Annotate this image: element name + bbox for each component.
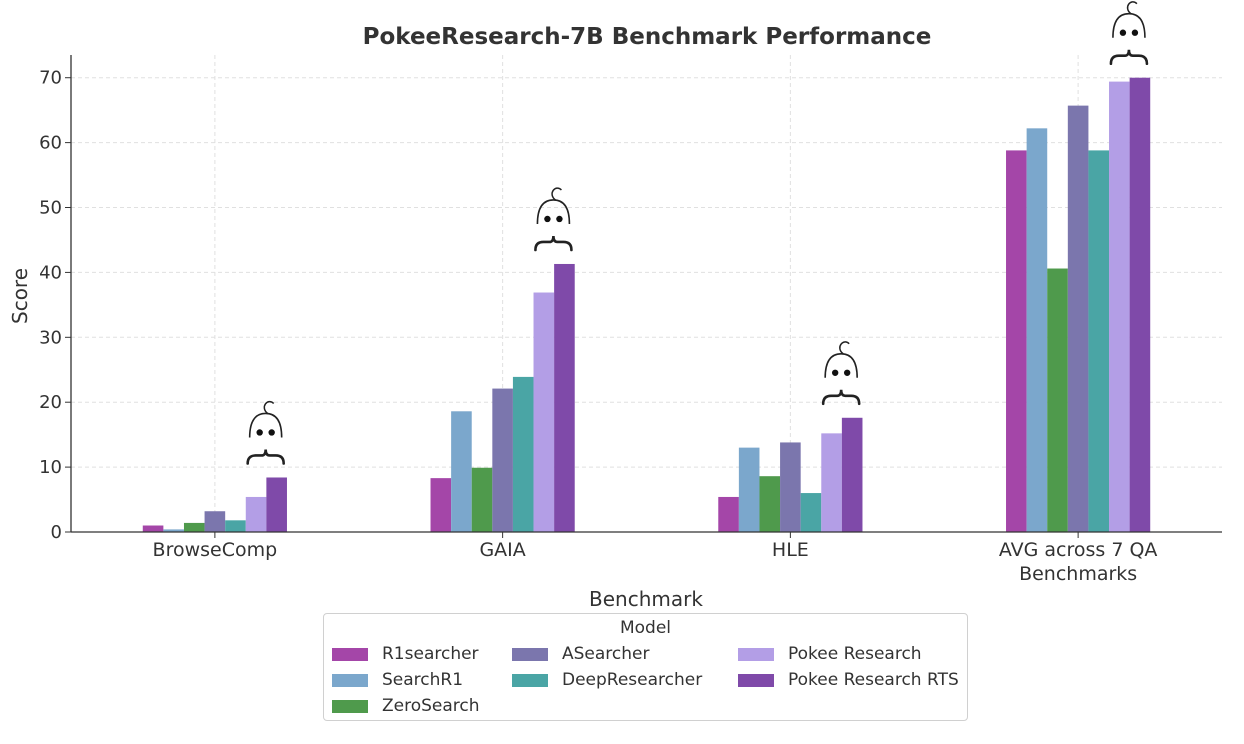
- axes: 0 10 20 30 40 50 60 70 BrowseComp GAIA HLE AVG acro…: [39, 55, 1222, 585]
- legend: Model R1searcher SearchR1 ZeroSearch ASearc…: [323, 613, 968, 721]
- bar: [841, 417, 863, 532]
- legend-label: Pokee Research: [788, 644, 922, 664]
- legend-label: ZeroSearch: [382, 696, 480, 716]
- bar: [142, 525, 164, 532]
- legend-item: ASearcher: [512, 643, 649, 665]
- legend-item: Pokee Research: [738, 643, 922, 665]
- baby-face-icon: [1109, 1, 1149, 66]
- bar: [225, 520, 246, 532]
- bar: [266, 477, 287, 532]
- baby-face-icon: [246, 400, 285, 465]
- y-tick-label: 30: [39, 327, 62, 348]
- y-tick-label: 40: [39, 262, 62, 283]
- bar: [800, 493, 822, 532]
- bar: [718, 496, 739, 532]
- legend-item: ZeroSearch: [332, 695, 480, 717]
- legend-swatch: [332, 647, 368, 661]
- y-tick-label: 20: [39, 392, 62, 413]
- legend-swatch: [512, 673, 548, 687]
- mascots: [246, 1, 1149, 465]
- legend-label: Pokee Research RTS: [788, 670, 959, 690]
- y-tick-label: 10: [39, 457, 62, 478]
- y-tick-label: 70: [39, 68, 62, 89]
- y-axis-label: Score: [8, 268, 32, 324]
- bar: [163, 529, 184, 532]
- bar: [1026, 128, 1048, 532]
- legend-label: SearchR1: [382, 670, 464, 690]
- legend-item: Pokee Research RTS: [738, 669, 959, 691]
- bar: [512, 376, 534, 532]
- legend-swatch: [738, 673, 774, 687]
- legend-label: ASearcher: [562, 644, 650, 664]
- bar: [245, 496, 267, 532]
- bar: [738, 447, 760, 532]
- bar: [821, 433, 842, 532]
- bar: [1047, 268, 1068, 532]
- x-tick-label: GAIA: [479, 539, 525, 561]
- legend-swatch: [332, 673, 368, 687]
- y-tick-label: 50: [39, 198, 62, 219]
- legend-item: R1searcher: [332, 643, 479, 665]
- y-tick-label: 0: [51, 522, 62, 543]
- y-tick-label: 60: [39, 133, 62, 154]
- bar: [1067, 105, 1089, 532]
- legend-swatch: [512, 647, 548, 661]
- bar: [533, 292, 555, 532]
- bar: [759, 476, 781, 532]
- x-tick-label: BrowseComp: [153, 539, 278, 561]
- bar: [780, 442, 801, 532]
- bar: [183, 522, 205, 532]
- bar: [430, 478, 452, 532]
- chart-title: PokeeResearch-7B Benchmark Performance: [363, 24, 932, 50]
- bar: [1006, 150, 1027, 532]
- legend-item: DeepResearcher: [512, 669, 702, 691]
- legend-swatch: [738, 647, 774, 661]
- legend-item: SearchR1: [332, 669, 463, 691]
- legend-swatch: [332, 699, 368, 713]
- x-tick-label: HLE: [772, 539, 809, 561]
- bar: [1088, 150, 1110, 532]
- bar: [451, 411, 472, 532]
- bar: [554, 263, 575, 532]
- legend-label: DeepResearcher: [562, 670, 703, 690]
- baby-face-icon: [534, 187, 573, 252]
- x-axis-label: Benchmark: [589, 587, 703, 611]
- legend-label: R1searcher: [382, 644, 479, 664]
- legend-title: Model: [619, 618, 672, 638]
- bars: [142, 77, 1151, 533]
- bar: [1109, 81, 1130, 533]
- bar: [492, 388, 513, 532]
- baby-face-icon: [821, 341, 861, 406]
- bar: [1129, 77, 1151, 532]
- bar: [204, 511, 226, 532]
- x-tick-label: AVG across 7 QA Benchmarks: [999, 539, 1158, 585]
- bar: [471, 467, 493, 532]
